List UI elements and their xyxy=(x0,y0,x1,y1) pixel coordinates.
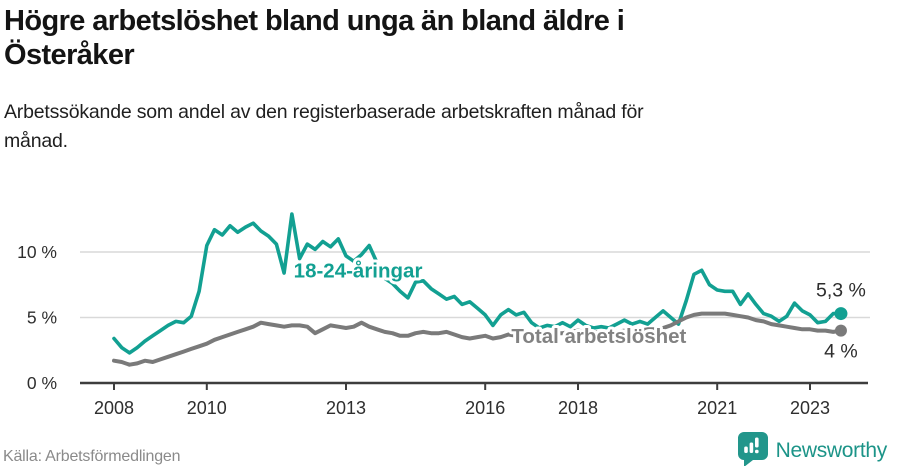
title-line-1: Högre arbetslöshet bland unga än bland ä… xyxy=(4,5,625,37)
series-end-dot-total xyxy=(834,324,847,337)
y-tick-label-10: 10 % xyxy=(17,242,57,262)
newsworthy-icon xyxy=(736,430,769,471)
series-label-18-24: 18-24-åringar xyxy=(294,259,423,282)
y-tick-label-0: 0 % xyxy=(27,373,57,393)
newsworthy-wordmark: Newsworthy xyxy=(775,438,888,462)
chart-subtitle: Arbetssökande som andel av den registerb… xyxy=(4,98,884,156)
unemployment-line-chart: 5,3 % 4 % 18-24-åringar Total arbetslöshet 0… xyxy=(17,212,870,418)
logo-exclamation-dot xyxy=(754,449,759,454)
end-value-label-18-24: 5,3 % xyxy=(816,280,866,302)
x-tick-label-2016: 2016 xyxy=(465,398,505,418)
title-line-2: Österåker xyxy=(4,39,135,71)
logo-exclamation-bar xyxy=(754,437,759,448)
page-title: Högre arbetslöshet bland unga än bland ä… xyxy=(4,4,884,72)
x-tick-label-2010: 2010 xyxy=(187,398,227,418)
x-tick-label-2013: 2013 xyxy=(326,398,366,418)
chart-header: Högre arbetslöshet bland unga än bland ä… xyxy=(4,4,884,156)
series-end-dot-18-24 xyxy=(834,307,848,321)
series-label-total: Total arbetslöshet xyxy=(511,325,686,348)
x-tick-label-2021: 2021 xyxy=(697,398,737,418)
x-tick-label-2008: 2008 xyxy=(94,398,134,418)
end-value-label-total: 4 % xyxy=(824,341,858,363)
series-line-18-24 xyxy=(112,212,843,355)
x-tick-label-2018: 2018 xyxy=(558,398,598,418)
subtitle-line-2: månad. xyxy=(4,130,68,152)
logo-bar-medium xyxy=(749,442,753,453)
y-tick-label-5: 5 % xyxy=(27,308,57,328)
series-line-total xyxy=(112,311,843,367)
newsworthy-logo[interactable]: Newsworthy xyxy=(736,430,887,471)
logo-bar-small xyxy=(743,446,748,453)
subtitle-line-1: Arbetssökande som andel av den registerb… xyxy=(4,101,644,123)
x-tick-label-2023: 2023 xyxy=(790,398,830,418)
source-note: Källa: Arbetsförmedlingen xyxy=(3,448,181,465)
